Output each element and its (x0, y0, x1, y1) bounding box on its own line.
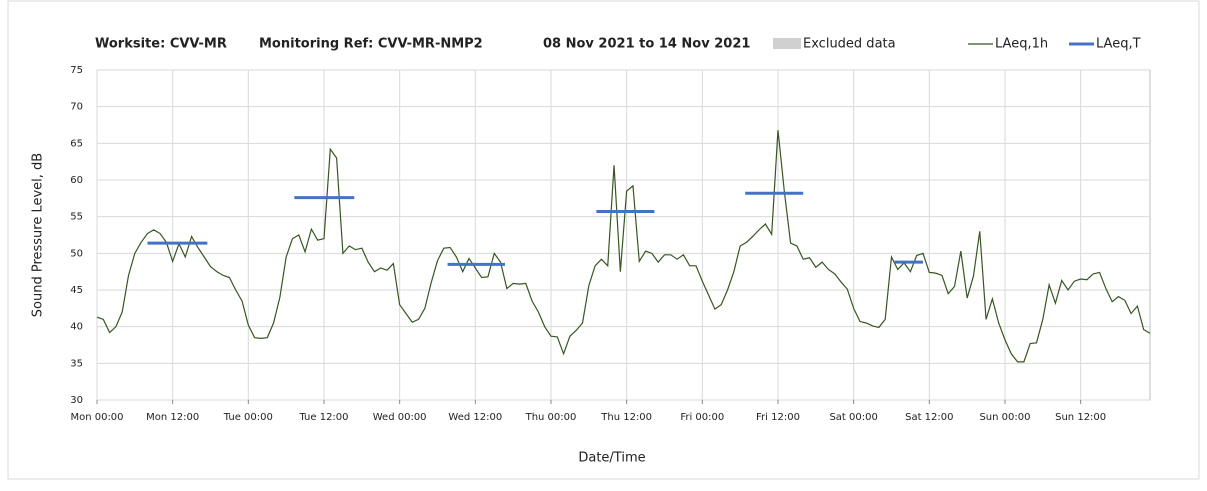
x-tick-label: Thu 12:00 (600, 412, 652, 423)
y-tick-label: 50 (70, 248, 83, 259)
x-tick-label: Wed 12:00 (448, 412, 502, 423)
chart-title-worksite: Worksite: CVV-MR (95, 37, 227, 52)
x-tick-label: Fri 12:00 (756, 412, 800, 423)
legend-label: Excluded data (803, 37, 896, 52)
x-tick-label: Sun 00:00 (979, 412, 1030, 423)
x-tick-label: Tue 00:00 (223, 412, 273, 423)
y-axis-label: Sound Pressure Level, dB (31, 153, 46, 317)
y-tick-label: 55 (70, 212, 83, 223)
y-tick-label: 40 (70, 322, 83, 333)
x-tick-label: Mon 12:00 (146, 412, 199, 423)
x-tick-label: Tue 12:00 (298, 412, 348, 423)
legend-label: LAeq,T (1096, 37, 1141, 52)
y-tick-label: 35 (70, 358, 83, 369)
legend-swatch (773, 38, 801, 49)
x-tick-label: Sat 12:00 (905, 412, 953, 423)
chart-title-dates: 08 Nov 2021 to 14 Nov 2021 (543, 37, 750, 52)
x-tick-label: Mon 00:00 (70, 412, 123, 423)
chart-title-ref: Monitoring Ref: CVV-MR-NMP2 (259, 37, 483, 52)
y-tick-label: 30 (70, 395, 83, 406)
y-tick-label: 65 (70, 138, 83, 149)
y-tick-label: 70 (70, 102, 83, 113)
y-tick-label: 45 (70, 285, 83, 296)
x-tick-label: Sun 12:00 (1055, 412, 1106, 423)
x-tick-label: Fri 00:00 (680, 412, 724, 423)
y-tick-label: 60 (70, 175, 83, 186)
x-axis-label: Date/Time (578, 451, 645, 466)
x-tick-label: Thu 00:00 (525, 412, 577, 423)
y-tick-label: 75 (70, 65, 83, 76)
legend-label: LAeq,1h (995, 37, 1048, 52)
line-series (96, 130, 1151, 363)
x-tick-label: Wed 00:00 (373, 412, 427, 423)
x-tick-label: Sat 00:00 (829, 412, 877, 423)
